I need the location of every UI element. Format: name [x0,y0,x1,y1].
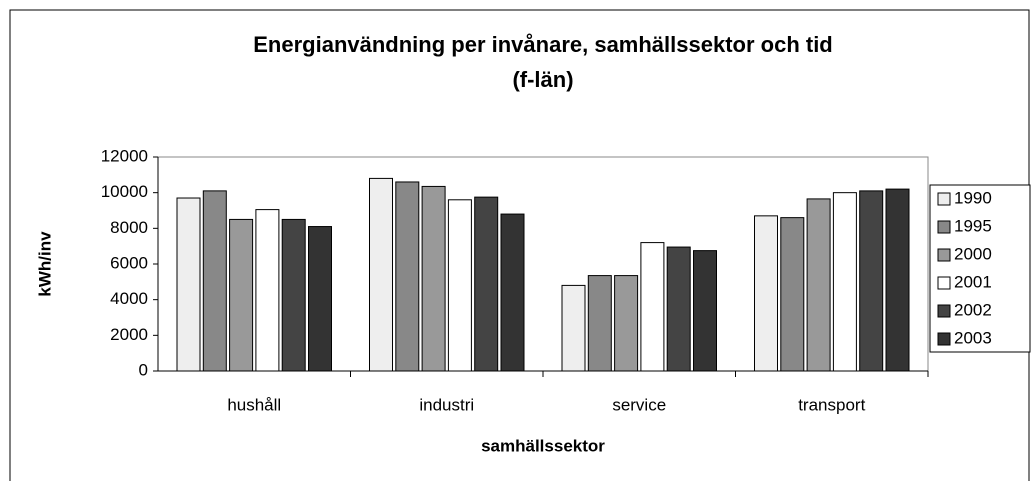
bar [447,199,472,372]
bar [474,196,499,372]
bar [640,242,665,372]
bar [561,284,586,372]
y-tick-label: 4000 [110,289,148,308]
x-tick-label: service [612,395,666,414]
x-tick-label: transport [798,395,865,414]
legend-label: 1995 [954,216,992,235]
y-tick-label: 6000 [110,253,148,272]
legend-label: 2003 [954,328,992,347]
y-tick-label: 2000 [110,325,148,344]
bar [421,185,446,372]
x-tick-label: industri [419,395,474,414]
legend-label: 1990 [954,188,992,207]
legend-swatch [937,304,951,318]
legend [929,184,1031,353]
y-tick-label: 10000 [101,182,148,201]
legend-swatch [937,192,951,206]
bar [281,218,306,372]
bar [806,198,831,372]
legend-swatch [937,248,951,262]
bar [885,188,910,372]
x-axis-label: samhällssektor [481,436,605,455]
bar [859,190,884,372]
legend-label: 2001 [954,272,992,291]
bar [666,246,691,372]
bar [369,177,393,372]
bar [202,190,227,372]
legend-label: 2002 [954,300,992,319]
bar [176,197,201,372]
bar [780,217,805,372]
legend-swatch [937,332,951,346]
bar [308,226,332,372]
x-tick-label: hushåll [227,395,281,414]
y-tick-label: 0 [139,360,148,379]
bar [587,275,612,372]
legend-swatch [937,276,951,290]
bar [255,209,280,372]
chart-title: Energianvändning per invånare, samhällss… [253,32,833,57]
y-axis-label: kWh/inv [35,231,54,297]
bar [500,213,525,372]
bar [395,181,420,372]
bar [229,218,254,372]
chart-title: (f-län) [512,67,573,92]
bar [754,215,778,372]
legend-label: 2000 [954,244,992,263]
bar [693,250,717,372]
bar [832,192,857,372]
bar [614,275,639,372]
y-tick-label: 12000 [101,146,148,165]
legend-swatch [937,220,951,234]
y-tick-label: 8000 [110,218,148,237]
